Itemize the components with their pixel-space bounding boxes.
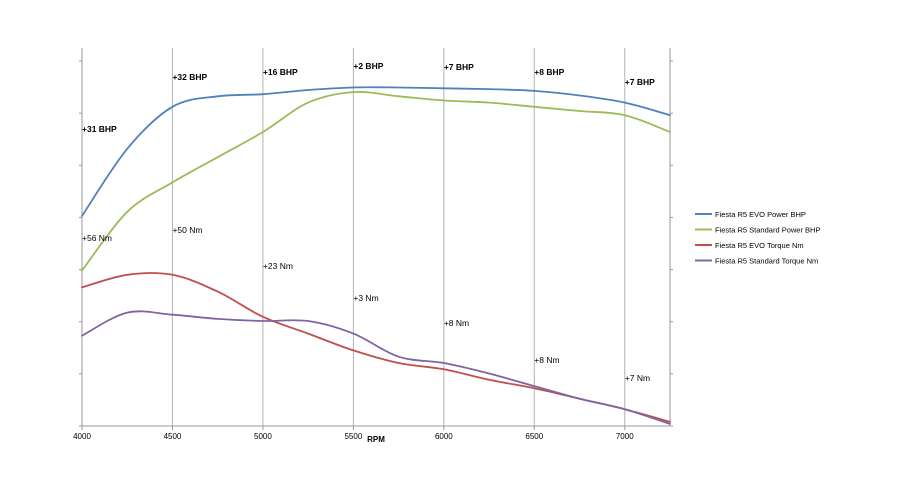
annotation-label: +31 BHP: [82, 124, 117, 134]
x-tick-label: 4000: [73, 432, 91, 441]
series-lines: [81, 86, 671, 425]
annotations: +31 BHP +32 BHP +16 BHP +2 BHP +7 BHP +8 BHP +…: [82, 61, 655, 383]
series-line-2: [81, 91, 671, 272]
x-tick-label: 5500: [344, 432, 362, 441]
annotation-label: +56 Nm: [82, 233, 112, 243]
annotation-label: +23 Nm: [263, 261, 293, 271]
annotation-label: +2 BHP: [353, 61, 383, 71]
x-tick-label: 7000: [616, 432, 634, 441]
legend-label: Fiesta R5 EVO Torque Nm: [715, 241, 804, 250]
annotation-label: +50 Nm: [172, 225, 202, 235]
axes: [79, 48, 673, 427]
x-tick-label: 4500: [164, 432, 182, 441]
series-line-1: [81, 86, 671, 217]
annotation-label: +7 BHP: [625, 77, 655, 87]
x-tick-label: 6500: [525, 432, 543, 441]
annotation-label: +7 Nm: [625, 373, 650, 383]
annotation-label: +8 Nm: [444, 318, 469, 328]
x-axis-ticks: 4000 4500 5000 5500 6000 6500 7000: [73, 426, 634, 441]
legend-label: Fiesta R5 Standard Torque Nm: [715, 257, 818, 266]
annotation-label: +7 BHP: [444, 62, 474, 72]
legend-label: Fiesta R5 EVO Power BHP: [715, 210, 806, 219]
legend-label: Fiesta R5 Standard Power BHP: [715, 226, 820, 235]
gridlines: [171, 48, 626, 426]
series-line-4: [81, 310, 671, 425]
x-tick-label: 6000: [435, 432, 453, 441]
annotation-label: +8 Nm: [534, 355, 559, 365]
annotation-label: +16 BHP: [263, 67, 298, 77]
x-axis-label: RPM: [367, 435, 385, 444]
annotation-label: +8 BHP: [534, 67, 564, 77]
legend: Fiesta R5 EVO Power BHP Fiesta R5 Standar…: [695, 210, 820, 266]
annotation-label: +32 BHP: [172, 72, 207, 82]
x-tick-label: 5000: [254, 432, 272, 441]
annotation-label: +3 Nm: [353, 293, 378, 303]
